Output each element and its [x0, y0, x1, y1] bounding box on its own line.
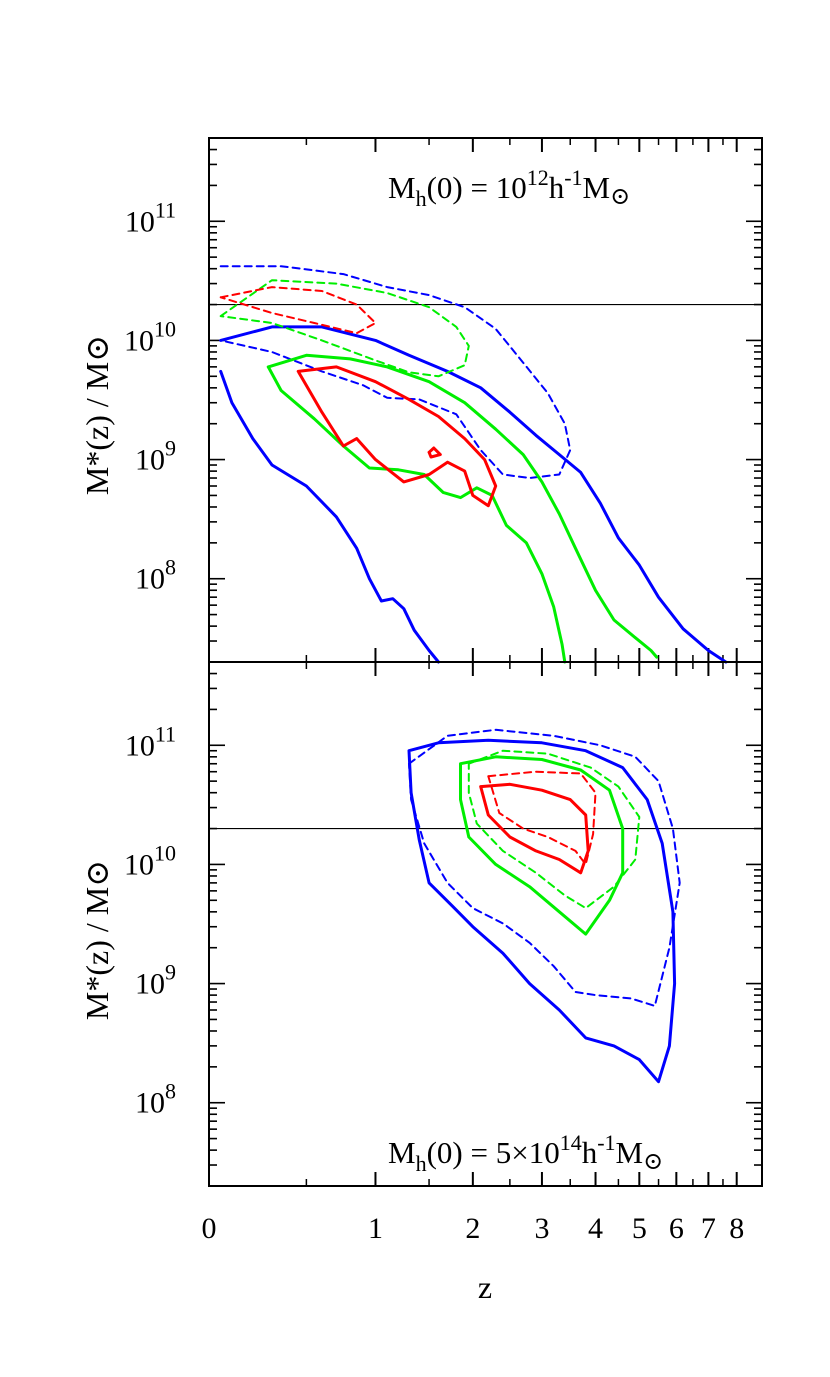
- y-tick-label-top-1e11: 1011: [125, 197, 176, 238]
- x-tick-label-4: 4: [588, 1212, 603, 1245]
- ann-bot-exp: 14: [560, 1130, 582, 1155]
- y-tick-label-top-1e9: 109: [135, 436, 176, 477]
- ann-top-sun: ⊙: [610, 184, 630, 210]
- y-tick-label-top-1e10: 1010: [124, 316, 176, 357]
- contour-bottom-outer-dashed: [408, 728, 681, 1007]
- bottom-panel-annotation: Mh(0) = 5×1014h-1M⊙: [388, 1130, 663, 1176]
- ann-top-h: h: [549, 170, 565, 205]
- contour-top-middle-solid-large: [266, 353, 659, 659]
- ann-top-hsub: h: [416, 186, 427, 211]
- ann-bot-m: M: [388, 1135, 416, 1170]
- ann-bot-sun: ⊙: [643, 1149, 663, 1175]
- x-tick-label-3: 3: [534, 1212, 549, 1245]
- ann-bot-h: h: [582, 1135, 598, 1170]
- contour-bottom-middle-solid: [459, 755, 625, 936]
- contour-top-outer-solid: [219, 325, 728, 664]
- x-tick-label-5: 5: [632, 1212, 647, 1245]
- y-tick-label-bottom-1e8: 108: [135, 1079, 176, 1120]
- y-tick-label-bottom-1e11: 1011: [125, 721, 176, 762]
- ann-bot-m2: M: [616, 1135, 644, 1170]
- x-tick-label-2: 2: [465, 1212, 480, 1245]
- x-tick-label-7: 7: [701, 1212, 716, 1245]
- ann-top-open: (0) = 10: [427, 170, 527, 205]
- panel-frame-bottom: [208, 661, 763, 1187]
- ann-bot-inv: -1: [597, 1130, 615, 1155]
- top-ylabel: M*(z) / M⊙: [79, 335, 115, 495]
- ann-top-m: M: [388, 170, 416, 205]
- y-tick-label-bottom-1e9: 109: [135, 960, 176, 1001]
- contour-bottom-outer-solid: [407, 738, 677, 1084]
- contour-top-middle-dashed: [219, 279, 470, 378]
- contour-top-inner-solid: [296, 365, 498, 508]
- x-tick-label-6: 6: [669, 1212, 684, 1245]
- bottom-ylabel: M*(z) / M⊙: [79, 860, 115, 1020]
- ann-bot-hsub: h: [416, 1151, 427, 1176]
- ann-bot-open: (0) = 5×10: [427, 1135, 560, 1170]
- y-tick-label-top-1e8: 108: [135, 555, 176, 596]
- y-tick-label-bottom-1e10: 1010: [124, 840, 176, 881]
- ann-top-m2: M: [583, 170, 611, 205]
- ann-top-exp: 12: [527, 165, 549, 190]
- contour-bottom-inner-dashed: [487, 770, 597, 866]
- ann-top-inv: -1: [564, 165, 582, 190]
- x-tick-label-1: 1: [368, 1212, 383, 1245]
- contour-top-outer-dashed: [219, 265, 572, 479]
- contour-top-outer-solid-low: [219, 369, 440, 664]
- x-tick-label-8: 8: [729, 1212, 744, 1245]
- x-tick-label-0: 0: [202, 1212, 217, 1245]
- contour-top-middle-solid-lower: [266, 365, 567, 664]
- contour-top-inner-solid-loop: [427, 446, 442, 459]
- top-panel-annotation: Mh(0) = 1012h-1M⊙: [388, 165, 630, 211]
- x-axis-label: z: [478, 1269, 492, 1305]
- contour-bottom-middle-dashed: [467, 749, 641, 910]
